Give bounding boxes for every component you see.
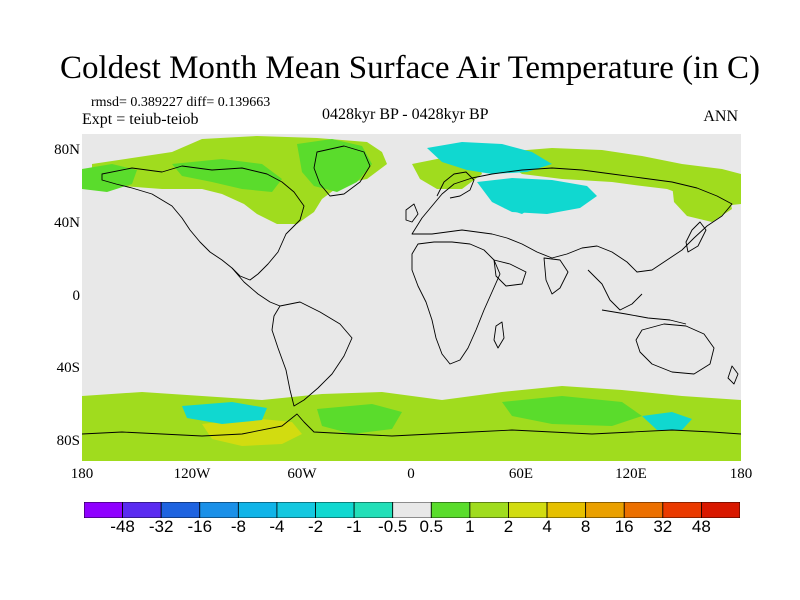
colorbar-label: -0.5	[378, 517, 408, 536]
colorbar-label: 8	[580, 517, 591, 536]
coastlines	[82, 145, 741, 437]
coast-central-america	[231, 267, 281, 307]
coast-north-america	[101, 165, 305, 281]
cool-region-barents	[502, 190, 537, 214]
warm-region-greenland	[297, 139, 372, 192]
colorbar-box	[84, 502, 123, 518]
lat-label-80s: 80S	[56, 433, 80, 449]
colorbar-box	[237, 502, 278, 518]
plot-title: Coldest Month Mean Surface Air Temperatu…	[60, 50, 760, 86]
warm-region-canada	[172, 159, 282, 192]
coast-india	[543, 257, 569, 295]
lon-label-60e: 60E	[508, 466, 534, 482]
coast-southeast-asia	[587, 269, 643, 311]
colorbar-box	[585, 502, 625, 518]
colorbar-box	[623, 502, 664, 518]
warm-region-east-antarctic	[502, 396, 642, 426]
colorbar-box	[508, 502, 548, 518]
warm-region-alaska	[82, 164, 137, 192]
lat-label-40s: 40S	[56, 360, 80, 376]
stats-line: rmsd= 0.389227 diff= 0.139663	[91, 95, 271, 110]
colorbar-label: -4	[269, 517, 285, 536]
colorbar-box	[353, 502, 394, 518]
colorbar-box	[160, 502, 201, 518]
period-label: 0428kyr BP - 0428kyr BP	[322, 106, 489, 123]
world-map	[82, 134, 741, 461]
colorbar-box	[430, 502, 471, 518]
lat-label-0: 0	[72, 288, 81, 304]
colorbar-label: 16	[614, 517, 634, 536]
colorbar-label: 4	[542, 517, 552, 536]
colorbar-label: 48	[691, 517, 711, 536]
season-label: ANN	[703, 108, 738, 125]
warm-region-weddell	[317, 404, 402, 434]
cool-region-south-pacific	[182, 402, 267, 424]
coast-new-zealand	[727, 365, 739, 385]
lon-label-120e: 120E	[615, 466, 647, 482]
colorbar-label: 32	[653, 517, 673, 536]
colorbar	[84, 502, 740, 518]
colorbar-label: -1	[346, 517, 362, 536]
expt-line: Expt = teiub-teiob	[82, 111, 199, 128]
colorbar-label: 2	[503, 517, 514, 536]
colorbar-label: -8	[230, 517, 246, 536]
lon-label-180e: 180	[729, 466, 753, 482]
colorbar-box	[315, 502, 355, 518]
coast-australia	[635, 323, 715, 375]
colorbar-label: 0.5	[419, 517, 444, 536]
colorbar-label: -16	[187, 517, 213, 536]
colorbar-box	[546, 502, 587, 518]
warm-anomaly-north	[82, 136, 741, 224]
colorbar-label: -2	[307, 517, 324, 536]
coast-africa	[411, 241, 501, 365]
lat-label-80n: 80N	[54, 142, 80, 158]
colorbar-label: -48	[110, 517, 135, 536]
coast-british-isles	[405, 203, 419, 223]
colorbar-label: 1	[465, 517, 475, 536]
coast-madagascar	[493, 321, 505, 349]
warm-anomaly-south	[82, 386, 741, 461]
colorbar-box	[662, 502, 702, 518]
coast-south-america	[271, 301, 353, 407]
coast-japan	[685, 221, 707, 253]
colorbar-box	[392, 502, 432, 518]
cool-anomaly-south	[182, 402, 692, 430]
lon-label-60w: 60W	[287, 466, 317, 482]
coast-scandinavia	[436, 171, 475, 199]
lat-label-40n: 40N	[54, 215, 80, 231]
warm-region-southern-ocean	[82, 386, 741, 461]
cool-anomaly-north	[427, 142, 597, 214]
cool-region-arctic	[427, 142, 552, 174]
lon-label-180w: 180	[70, 466, 94, 482]
coast-europe-asia	[411, 167, 733, 273]
coast-arabia	[493, 259, 527, 287]
lon-label-0: 0	[407, 466, 415, 482]
colorbar-box	[469, 502, 509, 518]
coast-indonesia	[601, 309, 687, 325]
colorbar-box	[701, 502, 740, 518]
colorbar-label: -32	[148, 517, 174, 536]
lon-label-120w: 120W	[173, 466, 211, 482]
warm-region-far-east	[672, 180, 732, 222]
colorbar-box	[199, 502, 239, 518]
cool-region-ross-sea	[642, 412, 692, 430]
colorbar-box	[122, 502, 162, 518]
colorbar-box	[276, 502, 316, 518]
coast-greenland	[313, 145, 371, 197]
coast-antarctica	[82, 413, 741, 437]
